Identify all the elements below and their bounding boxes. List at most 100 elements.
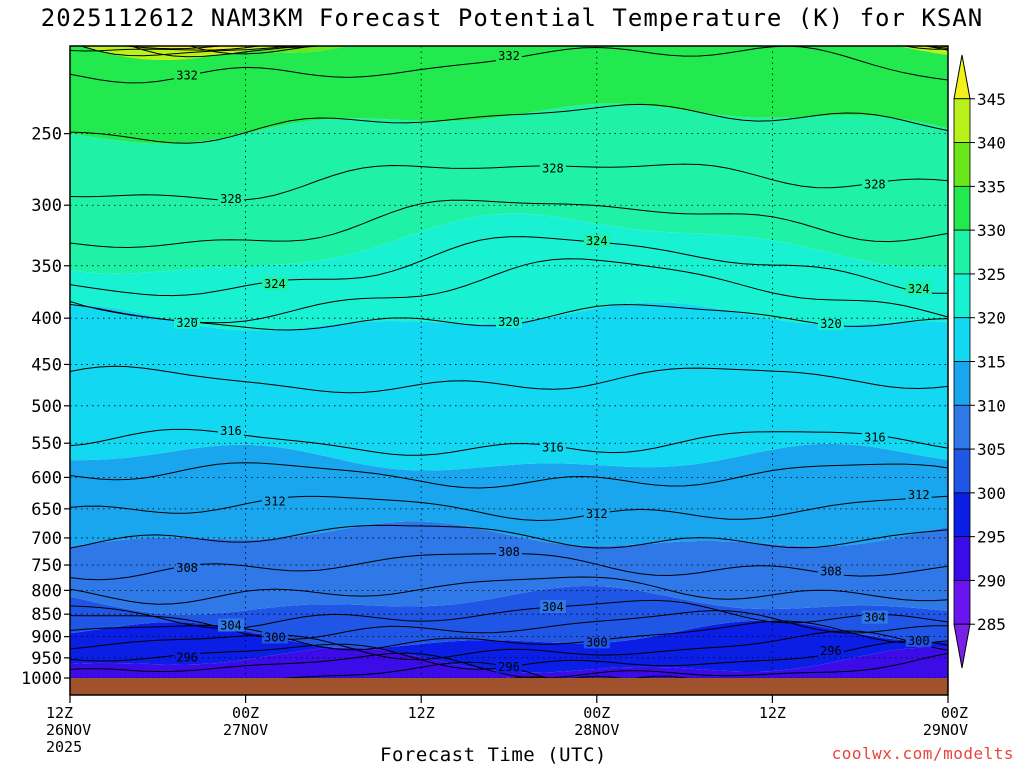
y-tick-700: 700 — [31, 529, 62, 549]
theta-band-310 — [70, 443, 948, 547]
colorbar-tick-285: 285 — [977, 615, 1006, 634]
contour-342 — [70, 46, 948, 52]
contour-label-bg — [174, 68, 201, 82]
contour-326 — [70, 199, 948, 249]
x-tick-12-1: 27NOV — [223, 721, 268, 739]
x-tick-24-0: 12Z — [408, 704, 435, 722]
contour-310 — [70, 524, 948, 549]
colorbar-tick-305: 305 — [977, 440, 1006, 459]
contour-label-bg — [905, 281, 932, 295]
contour-label-304-2: 304 — [864, 611, 886, 625]
contour-label-bg — [174, 315, 201, 329]
y-tick-400: 400 — [31, 309, 62, 329]
credit-text: coolwx.com/modelts — [831, 744, 1014, 763]
contour-344 — [120, 46, 227, 50]
x-tick-60-0: 00Z — [941, 704, 968, 722]
y-tick-300: 300 — [31, 196, 62, 216]
contour-label-324-1: 324 — [586, 234, 608, 248]
x-tick-36-0: 00Z — [583, 704, 610, 722]
colorbar-seg-9 — [953, 229, 971, 275]
contour-label-bg — [583, 233, 610, 247]
contour-label-304-0: 304 — [220, 619, 242, 633]
contour-label-320-1: 320 — [498, 315, 520, 329]
contour-302 — [70, 610, 948, 640]
colorbar-seg-1 — [953, 580, 971, 625]
contour-label-bg — [817, 643, 844, 657]
y-tick-750: 750 — [31, 556, 62, 576]
contour-label-bg — [261, 276, 288, 290]
x-tick-60-1: 29NOV — [923, 721, 968, 739]
colorbar-tick-335: 335 — [977, 177, 1006, 196]
theta-band-320 — [70, 213, 948, 331]
contour-label-316-0: 316 — [220, 424, 242, 438]
colorbar-seg-11 — [953, 142, 971, 187]
contour-label-324-2: 324 — [908, 282, 930, 296]
ground-band — [70, 678, 948, 695]
contour-label-bg — [217, 618, 244, 632]
contour-330 — [70, 103, 948, 144]
x-tick-0-2: 2025 — [46, 738, 82, 756]
contour-label-bg — [905, 488, 932, 502]
contour-label-312-2: 312 — [908, 488, 930, 502]
contour-306 — [70, 576, 948, 605]
colorbar-seg-0 — [953, 623, 971, 669]
contour-label-bg — [217, 423, 244, 437]
contour-label-bg — [583, 635, 610, 649]
x-tick-12-0: 00Z — [232, 704, 259, 722]
colorbar-tick-320: 320 — [977, 309, 1006, 328]
contour-338 — [129, 46, 948, 58]
y-tick-550: 550 — [31, 434, 62, 454]
y-tick-950: 950 — [31, 649, 62, 669]
contour-label-296-2: 296 — [820, 644, 842, 658]
y-tick-800: 800 — [31, 581, 62, 601]
contour-label-bg — [817, 316, 844, 330]
contour-label-308-0: 308 — [176, 561, 198, 575]
theta-band-330 — [70, 46, 948, 144]
contour-label-bg — [496, 544, 522, 558]
contour-label-bg — [539, 161, 566, 175]
y-tick-650: 650 — [31, 500, 62, 520]
plot-frame — [69, 45, 949, 696]
contour-328 — [70, 163, 948, 201]
x-tick-0-0: 12Z — [46, 704, 73, 722]
contour-label-bg — [905, 633, 932, 647]
contour-318 — [70, 365, 948, 394]
contour-314 — [70, 462, 948, 489]
chart-title: 2025112612 NAM3KM Forecast Potential Tem… — [40, 4, 984, 32]
y-tick-900: 900 — [31, 628, 62, 648]
contour-label-296-0: 296 — [176, 650, 198, 664]
x-axis-label: Forecast Time (UTC) — [380, 744, 607, 766]
theta-band-290 — [70, 647, 948, 678]
contour-346 — [143, 46, 144, 47]
contour-label-332-0: 332 — [176, 69, 198, 83]
contour-300 — [70, 620, 948, 651]
contour-label-bg — [496, 48, 522, 62]
colorbar-seg-5 — [953, 404, 971, 450]
y-tick-450: 450 — [31, 355, 62, 375]
contour-label-bg — [861, 430, 888, 444]
contour-label-bg — [496, 659, 522, 673]
y-tick-1000: 1000 — [21, 669, 62, 689]
contour-label-324-0: 324 — [264, 277, 286, 291]
contour-336 — [188, 46, 948, 55]
colorbar-tick-330: 330 — [977, 221, 1006, 240]
y-tick-600: 600 — [31, 468, 62, 488]
contour-334 — [268, 46, 948, 48]
contour-312 — [70, 495, 948, 522]
theta-band-295 — [70, 620, 948, 673]
contour-label-328-1: 328 — [542, 162, 564, 176]
colorbar-tick-345: 345 — [977, 90, 1006, 109]
theta-band-340 — [83, 46, 948, 60]
contour-label-320-2: 320 — [820, 317, 842, 331]
contour-label-308-1: 308 — [498, 545, 520, 559]
theta-band-315 — [70, 302, 948, 471]
y-axis: 250 300 350 400 450 500 550 600 650 700 750 800 850 9… — [21, 125, 70, 689]
contour-304 — [70, 599, 948, 630]
contour-label-304-1: 304 — [542, 600, 564, 614]
colorbar-tick-340: 340 — [977, 134, 1006, 153]
colorbar-tick-290: 290 — [977, 571, 1006, 590]
y-tick-250: 250 — [31, 125, 62, 145]
contour-label-300-0: 300 — [264, 630, 286, 644]
contour-294 — [70, 652, 948, 678]
